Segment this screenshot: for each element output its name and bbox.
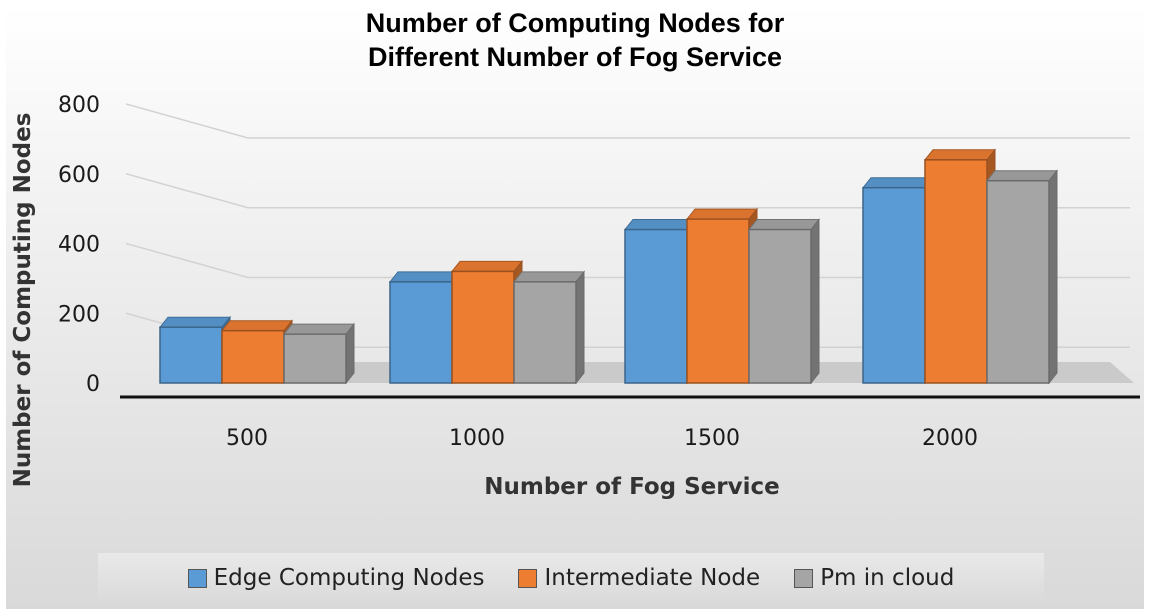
gridline-400: [125, 242, 1130, 279]
chart-title: Number of Computing Nodes for Different …: [0, 6, 1150, 74]
legend-label-cloud: Pm in cloud: [820, 565, 955, 591]
legend-swatch-cloud: [794, 568, 814, 588]
y-tick-label-400: 400: [58, 233, 100, 258]
x-tick-label-2000: 2000: [922, 426, 978, 451]
bar-pm-in-cloud-1500: [747, 218, 821, 385]
x-tick-label-1000: 1000: [449, 426, 505, 451]
y-tick-label-200: 200: [58, 302, 100, 327]
bar-intermediate-node-2000: [923, 148, 997, 385]
x-tick-label-1500: 1500: [684, 426, 740, 451]
bar-intermediate-node-500: [220, 319, 294, 385]
bar-edge-computing-nodes-2000: [861, 176, 935, 385]
bar-edge-computing-nodes-1500: [623, 218, 697, 385]
bar-intermediate-node-1500: [685, 207, 759, 385]
y-tick-label-600: 600: [58, 163, 100, 188]
legend-item-edge: Edge Computing Nodes: [187, 565, 485, 591]
bar-pm-in-cloud-2000: [985, 169, 1059, 385]
legend-label-edge: Edge Computing Nodes: [213, 565, 485, 591]
legend-item-intermediate: Intermediate Node: [518, 565, 760, 591]
chart-title-line-2: Different Number of Fog Service: [367, 42, 783, 72]
gridline-600: [125, 173, 1130, 209]
y-tick-label-800: 800: [58, 93, 100, 118]
bar-intermediate-node-1000: [450, 259, 524, 385]
legend-swatch-intermediate: [518, 568, 538, 588]
legend: Edge Computing Nodes Intermediate Node P…: [98, 553, 1044, 603]
gridline-800: [125, 103, 1130, 139]
bar-edge-computing-nodes-1000: [388, 270, 462, 385]
bar-edge-computing-nodes-500: [158, 315, 232, 385]
chart-title-line-1: Number of Computing Nodes for: [365, 8, 785, 38]
y-axis-title: Number of Computing Nodes: [10, 113, 36, 488]
legend-item-cloud: Pm in cloud: [794, 565, 954, 591]
bar-pm-in-cloud-500: [282, 322, 356, 385]
x-axis-title: Number of Fog Service: [484, 474, 780, 500]
legend-label-intermediate: Intermediate Node: [544, 565, 761, 591]
x-tick-label-500: 500: [226, 426, 268, 451]
y-tick-label-0: 0: [86, 372, 100, 397]
bar-pm-in-cloud-1000: [512, 270, 586, 385]
legend-swatch-edge: [187, 568, 207, 588]
